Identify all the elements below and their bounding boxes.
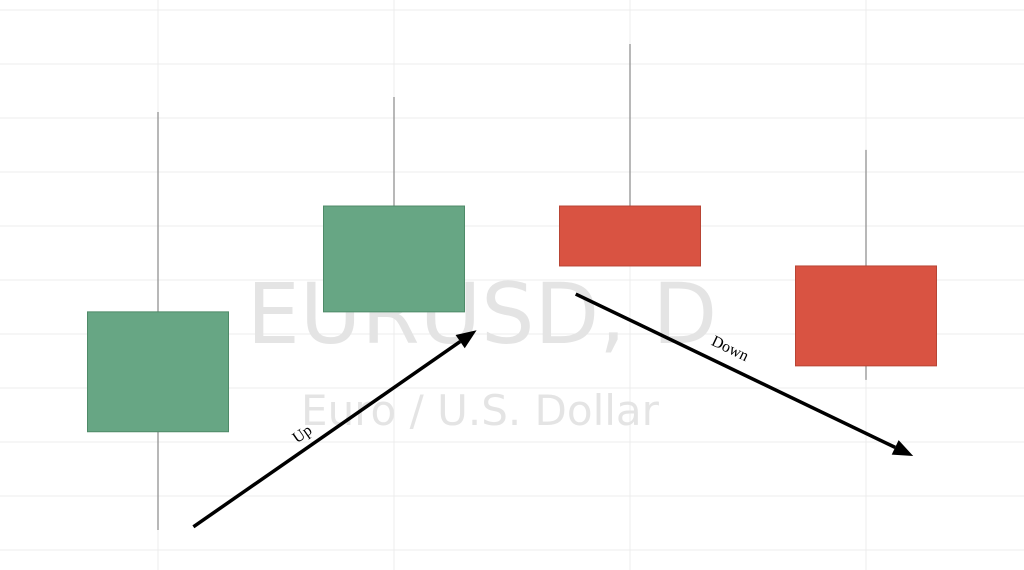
arrowhead-icon [891,440,914,457]
candle-body-down [795,265,937,367]
annotation-arrow-line [192,340,462,529]
arrowhead-icon [455,330,477,349]
candle-body-down [559,205,701,267]
watermark-symbol: EURUSD, D [247,265,718,363]
candle-body-up [87,311,229,433]
annotation-arrow-line [574,292,896,449]
candle-body-up [323,205,465,313]
watermark-description: Euro / U.S. Dollar [301,386,660,435]
candles [87,44,937,531]
